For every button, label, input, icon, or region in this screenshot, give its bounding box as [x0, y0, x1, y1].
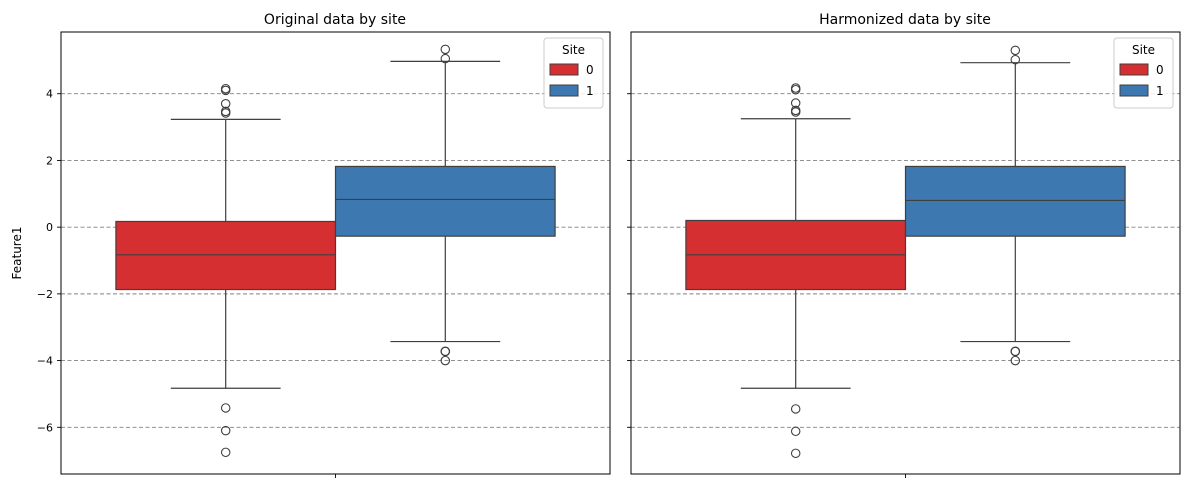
outlier-point: [440, 53, 451, 64]
outlier-point: [790, 98, 801, 108]
outlier-point: [1010, 54, 1021, 65]
y-tick-label: 2: [46, 154, 53, 167]
outlier-point: [1010, 355, 1021, 366]
y-axis-label: Feature1: [10, 227, 24, 280]
legend-label-1: 1: [586, 84, 594, 98]
outlier-point: [220, 447, 231, 458]
outlier-point: [1010, 45, 1021, 56]
legend-swatch-0: [1119, 63, 1149, 76]
y-tick-label: 0: [46, 221, 53, 234]
legend-title: Site: [1132, 43, 1155, 57]
axes-frame: [630, 31, 1181, 475]
box: [115, 220, 337, 291]
axes-frame: [60, 31, 611, 475]
legend-label-0: 0: [586, 63, 594, 77]
legend-swatch-0: [549, 63, 579, 76]
box: [334, 165, 556, 237]
box-site-0: [115, 83, 337, 458]
outlier-point: [220, 106, 231, 117]
y-tick-label: −4: [37, 355, 53, 368]
box: [904, 165, 1126, 237]
outlier-point: [220, 98, 231, 109]
outlier-point: [220, 425, 231, 436]
outlier-point: [1010, 346, 1021, 357]
y-tick-label: −2: [37, 288, 53, 301]
outlier-point: [790, 105, 801, 116]
outlier-point: [790, 83, 801, 93]
outlier-point: [790, 404, 801, 414]
panel-title-original: Original data by site: [264, 12, 406, 28]
box-site-0: [685, 83, 907, 459]
box-site-1: [334, 44, 556, 366]
legend-label-1: 1: [1156, 84, 1164, 98]
outlier-point: [220, 403, 231, 413]
outlier-point: [790, 426, 801, 437]
box-site-1: [904, 45, 1126, 366]
legend-label-0: 0: [1156, 63, 1164, 77]
y-tick-label: 4: [46, 88, 53, 101]
outlier-point: [790, 448, 801, 459]
outlier-point: [440, 44, 451, 55]
panel-title-harmonized: Harmonized data by site: [819, 12, 991, 28]
outlier-point: [440, 346, 451, 357]
outlier-point: [440, 355, 451, 366]
legend-swatch-1: [1119, 84, 1149, 97]
y-tick-label: −6: [37, 421, 53, 434]
legend-title: Site: [562, 43, 585, 57]
legend-swatch-1: [549, 84, 579, 97]
outlier-point: [220, 83, 231, 94]
